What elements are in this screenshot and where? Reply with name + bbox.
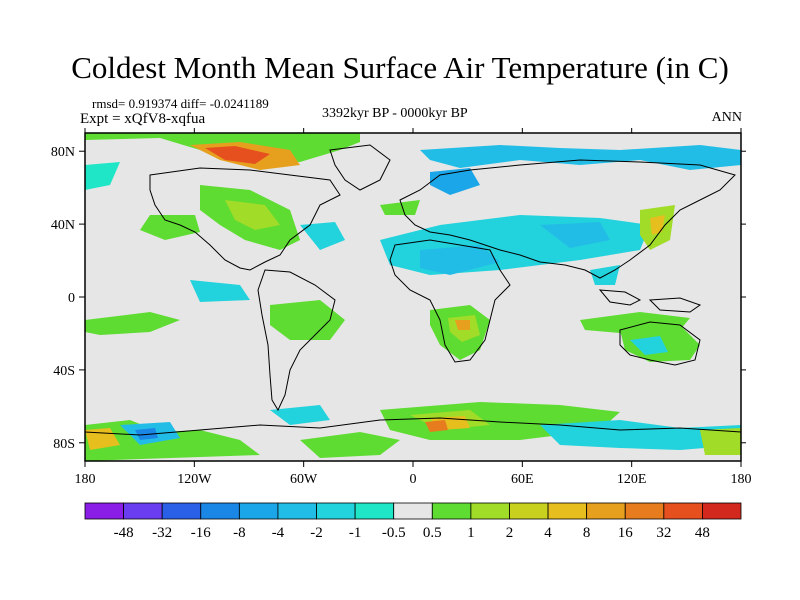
colorbar-swatch [277, 502, 317, 520]
anomaly-patch [420, 145, 741, 170]
anomaly-patch [225, 200, 280, 230]
colorbar-swatch [547, 502, 588, 520]
anomaly-field [85, 133, 741, 461]
lat-tick-label: 80N [51, 145, 75, 160]
colorbar-swatch [238, 502, 279, 520]
anomaly-patch [85, 312, 180, 335]
colorbar-label: -16 [191, 525, 211, 541]
lon-axis: 180 120W 60W 0 60E 120E 180 [75, 128, 752, 487]
colorbar-swatch [123, 502, 163, 520]
colorbar-label: -2 [310, 525, 323, 541]
coast-eurasia [399, 159, 736, 279]
colorbar-label: 16 [618, 525, 634, 541]
lat-tick-label: 40N [51, 218, 75, 233]
colorbar-swatch [84, 502, 124, 520]
coast-north-america [149, 167, 341, 271]
colorbar-swatch [354, 502, 395, 520]
colorbar-swatch [509, 502, 549, 520]
lon-tick-label: 180 [75, 472, 96, 487]
coast-south-america [257, 269, 336, 412]
colorbar-label: -1 [349, 525, 362, 541]
colorbar-swatch [663, 502, 703, 520]
colorbar-label: 48 [695, 525, 710, 541]
anomaly-patch [270, 300, 345, 340]
colorbar-swatch [200, 502, 240, 520]
coast-africa [389, 239, 511, 363]
colorbar-swatch [470, 502, 510, 520]
anomaly-patch [425, 420, 448, 432]
lon-tick-label: 120W [177, 472, 212, 487]
anomaly-patch [380, 200, 420, 215]
colorbar-label: -0.5 [382, 525, 406, 541]
coast-greenland [329, 144, 391, 191]
anomaly-patch [270, 405, 330, 425]
colorbar-label: 4 [544, 525, 552, 541]
colorbar-label: 0.5 [423, 525, 442, 541]
colorbar-swatch [161, 502, 202, 520]
colorbar-swatch [702, 502, 742, 520]
anomaly-patch [300, 432, 400, 458]
anomaly-patch [300, 222, 345, 250]
colorbar-label: -32 [152, 525, 172, 541]
map-title: Coldest Month Mean Surface Air Temperatu… [71, 50, 729, 85]
lat-tick-label: 40S [53, 364, 75, 379]
anomaly-patch [205, 146, 270, 164]
lon-tick-label: 0 [410, 472, 417, 487]
colorbar-swatch [586, 502, 626, 520]
map-panel [84, 132, 742, 462]
anomaly-patch [140, 215, 200, 240]
anomaly-patch [455, 320, 470, 330]
lon-tick-label: 60E [511, 472, 534, 487]
coast-islands [598, 289, 642, 306]
lon-tick-label: 60W [290, 472, 318, 487]
period-text: 3392kyr BP - 0000kyr BP [322, 106, 468, 121]
map-background [85, 133, 741, 461]
colorbar: -48 -32 -16 -8 -4 -2 -1 -0.5 0.5 1 2 4 8 16 32 48 [84, 502, 742, 541]
experiment-text: Expt = xQfV8-xqfua [80, 111, 206, 127]
coastlines [85, 144, 741, 436]
season-text: ANN [711, 110, 742, 125]
colorbar-swatch [431, 502, 472, 520]
lon-tick-label: 180 [731, 472, 752, 487]
colorbar-label: 2 [506, 525, 514, 541]
lon-tick-label: 120E [617, 472, 647, 487]
colorbar-swatch [393, 502, 433, 520]
anomaly-patch [190, 280, 250, 302]
lat-tick-label: 80S [53, 437, 75, 452]
lat-tick-label: 0 [68, 291, 75, 306]
stats-text: rmsd= 0.919374 diff= -0.0241189 [92, 96, 269, 111]
coast-australia [619, 321, 701, 366]
lat-axis: 80N 40N 0 40S 80S [51, 145, 746, 452]
colorbar-swatch [316, 502, 356, 520]
anomaly-patch [700, 428, 741, 455]
anomaly-patch [630, 336, 668, 355]
colorbar-label: 32 [656, 525, 671, 541]
colorbar-label: -4 [272, 525, 285, 541]
colorbar-label: 1 [467, 525, 475, 541]
colorbar-swatch [624, 502, 665, 520]
anomaly-patch [85, 162, 120, 190]
coast-antarctica [85, 417, 741, 436]
anomaly-patch [420, 245, 500, 275]
colorbar-label: -8 [233, 525, 246, 541]
colorbar-label: -48 [114, 525, 134, 541]
anomaly-patch [540, 222, 610, 248]
coast-islands [648, 297, 702, 313]
colorbar-label: 8 [583, 525, 591, 541]
